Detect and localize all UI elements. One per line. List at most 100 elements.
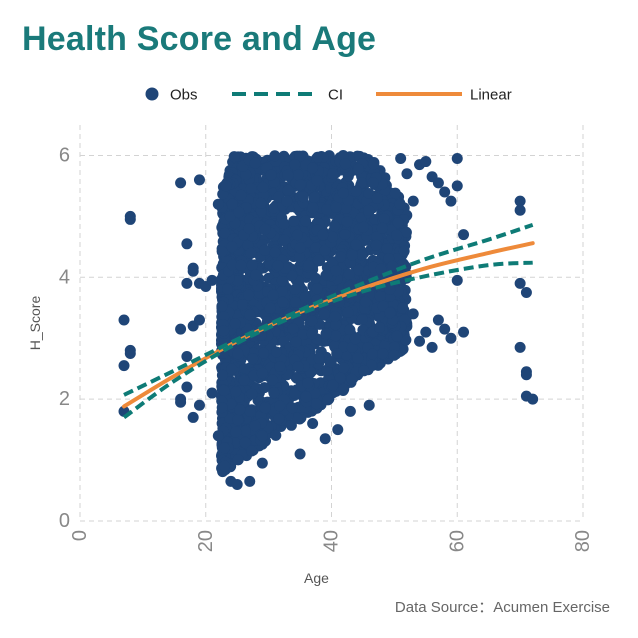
legend-item-obs: Obs [145, 87, 198, 104]
obs-point [320, 328, 332, 340]
obs-point [216, 369, 228, 381]
obs-point [271, 346, 282, 358]
obs-point [232, 348, 244, 360]
obs-point [321, 269, 333, 281]
obs-point [255, 197, 267, 209]
obs-point [514, 277, 526, 289]
obs-point [330, 265, 342, 277]
obs-point [520, 369, 532, 381]
obs-point [230, 386, 242, 398]
obs-point [300, 215, 312, 227]
obs-point [187, 411, 199, 423]
obs-point [352, 352, 364, 364]
y-axis-label: H_Score [27, 296, 43, 351]
obs-point [338, 383, 350, 395]
obs-point [308, 191, 320, 203]
obs-point [257, 182, 269, 193]
obs-point [307, 418, 319, 430]
obs-point [330, 201, 342, 213]
obs-point [346, 341, 358, 353]
obs-point [392, 217, 404, 229]
obs-point [175, 396, 187, 408]
legend: Obs CI Linear [145, 87, 512, 104]
obs-point [181, 238, 193, 250]
obs-point [259, 224, 271, 235]
obs-point [267, 289, 279, 301]
obs-point [306, 315, 318, 327]
obs-point [343, 269, 355, 280]
obs-point [268, 387, 280, 399]
obs-point [310, 272, 321, 284]
obs-point [302, 377, 314, 389]
obs-point [225, 398, 237, 410]
obs-point [340, 203, 352, 215]
obs-point [281, 195, 293, 207]
obs-point [206, 387, 218, 399]
obs-point [319, 433, 331, 445]
obs-point [246, 388, 258, 400]
obs-point [388, 341, 400, 353]
obs-point [229, 318, 241, 330]
obs-point [331, 348, 343, 359]
ci-lower-line [122, 260, 533, 420]
obs-point [175, 323, 187, 335]
chart-title: Health Score and Age [22, 20, 377, 58]
obs-point [346, 249, 358, 261]
obs-point [327, 168, 339, 180]
obs-point [279, 234, 291, 246]
obs-point [357, 221, 369, 233]
obs-point [259, 244, 271, 256]
obs-point [175, 177, 187, 189]
data-source-note: Data Source：Acumen Exercise [394, 599, 610, 616]
obs-point [376, 222, 388, 234]
obs-point [407, 308, 419, 320]
obs-point [391, 330, 403, 342]
obs-point [282, 169, 294, 181]
obs-point [232, 414, 244, 426]
obs-point [439, 323, 451, 335]
obs-point [381, 243, 393, 255]
obs-point [226, 198, 238, 210]
obs-point [374, 290, 386, 302]
obs-point [269, 246, 281, 258]
obs-point [290, 296, 301, 308]
obs-point [312, 254, 324, 266]
obs-point [240, 425, 251, 437]
x-tick-label: 80 [572, 530, 594, 552]
obs-point [334, 372, 346, 384]
obs-point [451, 153, 463, 165]
legend-item-ci: CI [232, 87, 343, 104]
obs-point [326, 231, 338, 243]
obs-point [282, 184, 294, 196]
obs-point [286, 270, 298, 282]
obs-point [384, 307, 396, 319]
obs-point [377, 300, 389, 312]
obs-point [278, 218, 290, 230]
obs-point [206, 274, 218, 286]
obs-point [312, 151, 324, 163]
obs-point [322, 394, 334, 406]
obs-point [307, 162, 319, 174]
obs-point [389, 187, 401, 199]
obs-point [232, 454, 244, 466]
obs-point [243, 223, 255, 235]
obs-point [303, 260, 315, 271]
obs-point [360, 296, 372, 308]
legend-item-linear: Linear [376, 87, 512, 104]
obs-point [319, 244, 331, 256]
obs-point [527, 393, 539, 405]
obs-point [219, 227, 231, 239]
obs-point [256, 367, 268, 379]
obs-point [244, 475, 256, 487]
obs-point [395, 153, 407, 165]
obs-point [256, 430, 268, 442]
obs-point [289, 283, 301, 295]
obs-point [244, 406, 256, 417]
legend-label: CI [328, 87, 343, 104]
obs-dense-cluster [216, 150, 413, 478]
obs-point [273, 413, 285, 425]
obs-point [250, 269, 262, 281]
obs-point [458, 326, 470, 338]
obs-point [332, 424, 344, 436]
x-axis-label: Age [304, 570, 329, 586]
